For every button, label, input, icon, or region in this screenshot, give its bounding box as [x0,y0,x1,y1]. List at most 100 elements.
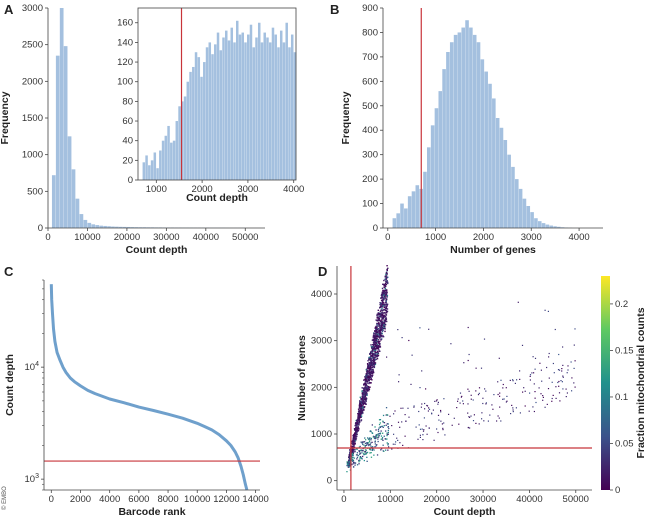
scatter-point [367,387,370,389]
scatter-point [573,367,575,369]
scatter-point [365,374,367,377]
scatter-point [415,426,417,428]
scatter-point [386,293,388,295]
scatter-point [481,418,483,420]
scatter-point [364,388,366,390]
scatter-point [372,336,374,338]
panel-label-b: B [330,2,339,17]
scatter-points [346,265,576,473]
scatter-point [381,317,383,319]
scatter-point [371,375,373,378]
scatter-point [372,372,374,374]
scatter-point [371,352,374,355]
scatter-point [478,392,480,394]
scatter-point [533,383,535,385]
scatter-point [376,356,378,358]
scatter-point [366,386,368,389]
scatter-point [561,381,563,383]
scatter-point [524,390,526,392]
scatter-point [367,365,369,367]
scatter-point [348,463,351,465]
colorbar-tick-label: 0.05 [615,438,634,449]
scatter-point [381,322,384,324]
scatter-point [386,423,388,425]
histogram-bar [430,125,435,228]
scatter-point [374,351,376,353]
scatter-point [377,318,379,321]
scatter-point [358,406,361,408]
scatter-point [378,333,380,335]
scatter-point [371,449,373,451]
scatter-point [382,306,384,308]
histogram-bar [249,24,253,180]
scatter-point [385,283,388,286]
scatter-point [386,442,388,444]
scatter-point [379,422,381,424]
scatter-point [355,431,357,433]
scatter-point [367,437,369,439]
scatter-point [376,331,378,333]
scatter-point [380,324,383,326]
scatter-point [383,320,385,322]
scatter-point [382,432,384,434]
scatter-point [346,462,349,464]
scatter-point [470,398,472,400]
scatter-point [369,386,371,388]
scatter-point [386,320,388,323]
scatter-point [555,397,557,399]
scatter-point [382,305,384,307]
scatter-point [368,439,371,441]
x-tick-label: 0 [385,232,390,243]
scatter-point [358,419,360,421]
scatter-point [372,344,374,346]
colorbar [601,276,610,490]
scatter-point [413,405,415,407]
scatter-point [380,294,383,296]
scatter-point [365,373,367,375]
scatter-point [364,437,366,439]
scatter-point [378,316,380,318]
scatter-point [385,299,388,301]
histogram-bar [241,32,244,181]
scatter-point [372,364,374,367]
scatter-point [383,290,385,293]
scatter-point [356,422,358,424]
scatter-point [374,344,376,346]
scatter-point [376,335,378,338]
scatter-point [380,305,382,307]
scatter-point [428,408,431,410]
scatter-point [359,410,362,413]
scatter-point [375,329,377,331]
scatter-point [533,410,535,413]
scatter-point [383,293,386,295]
y-tick-label: 0 [38,223,43,234]
scatter-point [422,430,425,432]
scatter-point [366,393,368,395]
scatter-point [480,367,483,369]
scatter-point [378,346,380,349]
scatter-point [355,434,357,436]
scatter-point [377,314,379,316]
scatter-point [386,273,388,275]
scatter-point [510,413,512,415]
scatter-point [349,452,351,454]
scatter-point [428,328,430,330]
scatter-point [574,386,576,388]
scatter-point [532,356,534,358]
scatter-point [361,387,363,389]
histogram-bar [404,208,408,228]
scatter-point [383,294,386,296]
histogram-bar [244,42,247,181]
scatter-point [370,377,372,379]
scatter-point [457,400,459,402]
scatter-point [382,325,385,328]
scatter-point [561,368,563,370]
scatter-point [374,339,376,341]
scatter-point [364,395,367,397]
scatter-point [364,401,366,404]
scatter-point [359,400,361,402]
scatter-point [428,427,430,429]
scatter-point [378,324,381,326]
scatter-point [373,333,375,335]
scatter-point [383,306,386,309]
